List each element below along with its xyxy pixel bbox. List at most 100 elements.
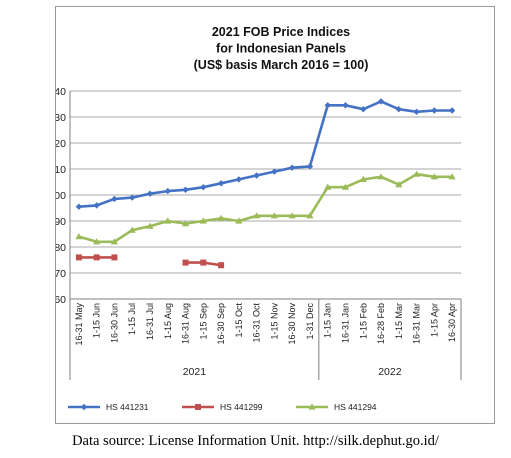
data-point [111,254,118,261]
data-point [195,404,201,410]
data-point [342,102,349,109]
x-tick-label: 16-31 Jul [145,303,155,340]
data-point [288,212,296,219]
x-tick-label: 1-15 Feb [358,303,368,339]
x-tick-label: 16-31 Mar [412,303,422,344]
legend-item: HS 441231 [68,402,149,412]
data-point [182,186,189,193]
data-point [271,168,278,175]
data-point [182,259,189,266]
y-tick-label-70: 70 [56,268,66,280]
series-hs-441294 [75,170,456,245]
data-point [395,181,403,188]
data-point [306,163,314,170]
data-point [110,238,119,245]
y-tick-label-110: 110 [56,164,66,176]
x-tick-label: 1-31 Dec [305,303,315,340]
data-point [75,254,82,261]
x-tick-label: 16-30 Nov [287,303,297,345]
chart-title: 2021 FOB Price Indices for Indonesian Pan… [194,25,369,72]
data-point [306,212,314,219]
x-tick-label: 16-30 Jun [109,303,119,343]
data-point [200,259,207,266]
data-point [75,203,83,210]
x-tick-label: 16-31 Oct [252,303,262,343]
legend-label: HS 441299 [220,402,263,412]
data-point [200,184,207,191]
x-tick-label: 16-31 Jan [340,303,350,343]
data-point [75,233,83,240]
data-point [93,238,101,245]
data-point [448,107,456,114]
data-point [235,176,243,183]
x-tick-label: 1-15 Jan [323,303,333,338]
x-tick-label: 1-15 Aug [163,303,173,339]
data-point [111,195,118,203]
data-point [181,220,190,227]
y-tick-label-140: 140 [56,86,66,98]
data-point [217,180,225,187]
data-point [199,217,207,224]
data-point [146,222,154,229]
series-layer [75,98,456,269]
legend-label: HS 441294 [334,402,377,412]
year-group-label: 2021 [183,366,207,378]
data-point [341,183,350,190]
data-point [129,194,136,201]
legend: HS 441231 HS 441299 HS 441294 [68,402,377,412]
x-tick-label: 16-30 Apr [447,303,457,342]
series-hs-441231 [75,98,456,210]
axes: 60 70 80 90 100 110 120 130 140 16-31 May 1-15 Jun… [56,86,462,380]
data-point [308,403,316,410]
data-point [146,190,154,197]
data-point [164,187,171,195]
data-point [164,217,172,224]
data-point [80,403,88,411]
x-tick-label: 1-15 Sep [198,303,208,340]
chart-frame: 2021 FOB Price Indices for Indonesian Pan… [55,6,495,424]
gridlines [70,90,461,300]
data-point [324,183,332,190]
data-point [377,173,385,180]
legend-item: HS 441299 [182,402,263,412]
data-point [235,217,243,224]
x-tick-label: 1-15 Nov [269,303,279,340]
data-point [412,170,421,177]
chart-svg: 2021 FOB Price Indices for Indonesian Pan… [56,25,462,412]
x-tick-label: 16-28 Feb [376,303,386,344]
chart-title-line-2: for Indonesian Panels [216,42,346,56]
data-point [93,202,100,209]
data-point [270,212,278,219]
data-point [431,107,438,114]
data-point [430,173,438,180]
chart-title-line-1: 2021 FOB Price Indices [212,25,350,39]
y-tick-label-120: 120 [56,138,66,150]
series-line [78,172,453,244]
data-point [377,98,385,105]
series-line [78,100,453,208]
x-tick-label: 16-30 Sep [216,303,226,345]
y-tick-label-90: 90 [56,216,66,228]
data-point [128,226,136,233]
legend-label: HS 441231 [106,402,149,412]
data-point [218,262,225,269]
y-tick-label-130: 130 [56,112,66,124]
x-tick-label: 1-15 Apr [429,303,439,337]
data-point [253,212,261,219]
data-point [288,164,296,171]
x-tick-label: 1-15 Jun [92,303,102,338]
source-note: Data source: License Information Unit. h… [72,433,439,449]
y-tick-label-60: 60 [56,294,66,306]
chart-title-line-3: (US$ basis March 2016 = 100) [194,58,369,72]
series-hs-441299 [75,254,225,269]
y-tick-label-80: 80 [56,242,66,254]
y-tick-label-100: 100 [56,190,66,202]
data-point [359,175,367,182]
data-point [360,106,367,113]
year-group-label: 2022 [378,366,402,378]
data-point [448,173,456,180]
data-point [324,102,331,109]
data-point [413,108,420,115]
data-point [93,254,100,261]
legend-item: HS 441294 [296,402,377,412]
